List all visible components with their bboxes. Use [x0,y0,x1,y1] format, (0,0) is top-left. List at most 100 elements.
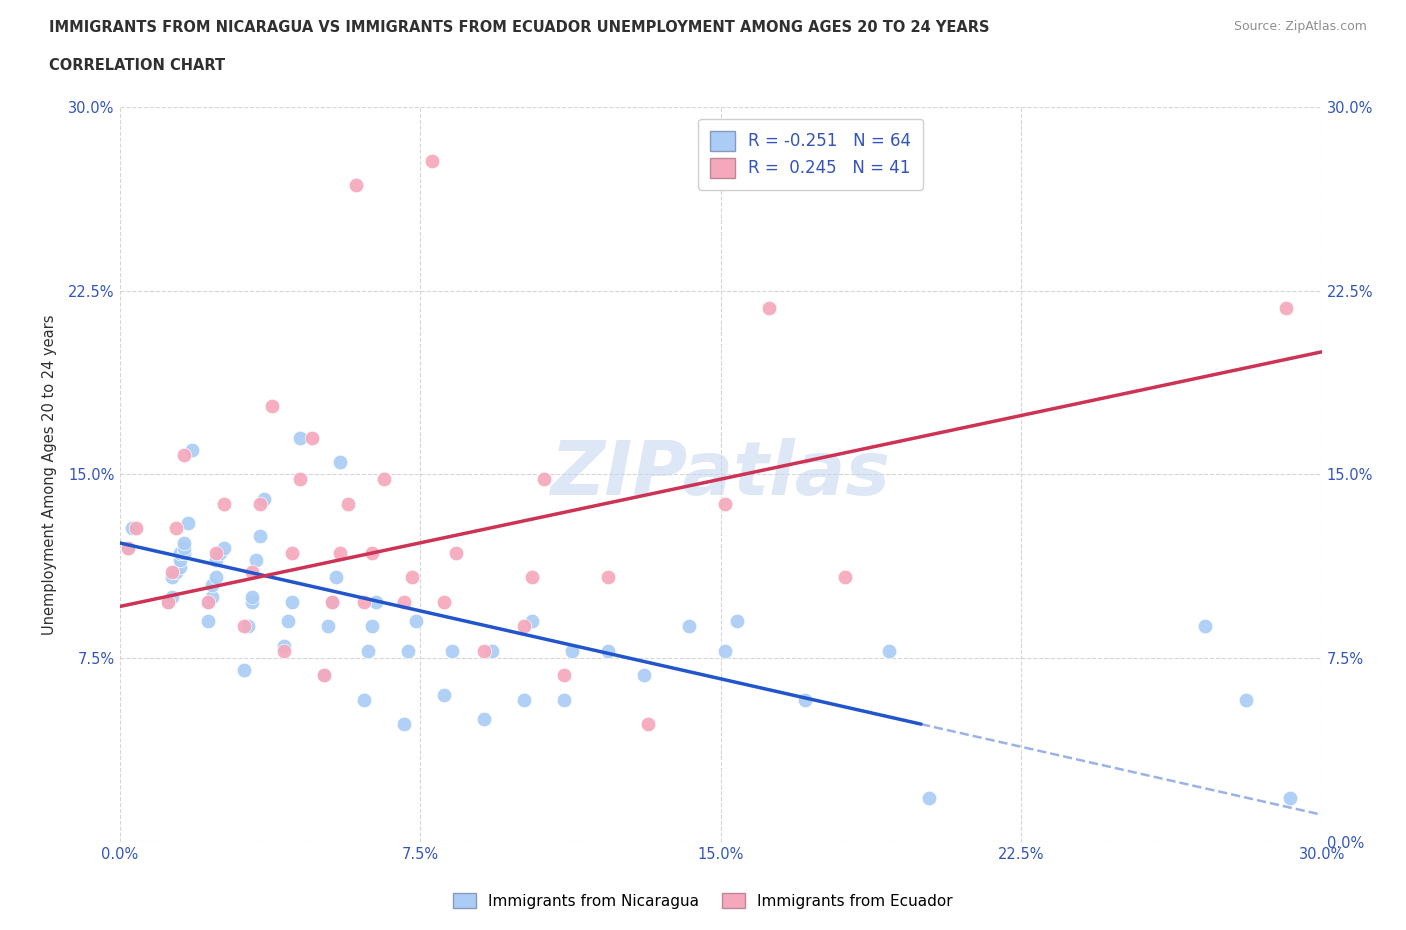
Point [208,545,231,560]
Point [396,644,419,658]
Point [245,552,267,567]
Point [357,644,380,658]
Point [176,516,198,531]
Point [353,594,375,609]
Point [277,614,299,629]
Point [169,545,191,560]
Point [513,692,536,707]
Point [273,644,295,658]
Point [598,570,620,585]
Point [401,570,423,585]
Point [281,594,304,609]
Point [472,711,495,726]
Point [249,497,271,512]
Point [1234,692,1257,707]
Point [522,614,544,629]
Point [373,472,395,486]
Point [758,300,780,315]
Point [169,560,191,575]
Text: CORRELATION CHART: CORRELATION CHART [49,58,225,73]
Point [329,455,352,470]
Point [444,545,467,560]
Point [180,443,202,458]
Point [173,536,195,551]
Point [232,618,254,633]
Point [392,594,415,609]
Point [117,540,139,555]
Point [420,153,443,168]
Point [877,644,900,658]
Point [918,790,941,805]
Point [405,614,427,629]
Point [513,618,536,633]
Point [212,540,235,555]
Point [249,528,271,543]
Point [713,644,735,658]
Point [725,614,748,629]
Point [1274,300,1296,315]
Point [260,398,283,413]
Point [197,614,219,629]
Point [160,570,183,585]
Point [325,570,347,585]
Point [713,497,735,512]
Point [353,692,375,707]
Point [481,644,503,658]
Point [433,594,456,609]
Point [160,590,183,604]
Point [312,668,335,683]
Point [678,618,700,633]
Point [336,497,359,512]
Point [165,521,187,536]
Point [433,687,456,702]
Point [240,594,263,609]
Y-axis label: Unemployment Among Ages 20 to 24 years: Unemployment Among Ages 20 to 24 years [42,314,58,634]
Point [312,668,335,683]
Point [201,590,224,604]
Point [197,594,219,609]
Point [204,570,226,585]
Point [173,540,195,555]
Point [441,644,464,658]
Point [288,430,311,445]
Point [633,668,655,683]
Point [212,497,235,512]
Point [273,638,295,653]
Text: Source: ZipAtlas.com: Source: ZipAtlas.com [1233,20,1367,33]
Point [472,644,495,658]
Point [165,565,187,579]
Point [160,565,183,579]
Point [253,491,276,506]
Point [321,594,343,609]
Point [301,430,323,445]
Point [522,570,544,585]
Point [321,594,343,609]
Point [533,472,555,486]
Point [121,521,143,536]
Point [598,644,620,658]
Point [240,590,263,604]
Point [173,447,195,462]
Point [553,668,575,683]
Point [156,594,179,609]
Point [553,692,575,707]
Point [124,521,146,536]
Legend: R = -0.251   N = 64, R =  0.245   N = 41: R = -0.251 N = 64, R = 0.245 N = 41 [699,119,924,190]
Point [793,692,815,707]
Point [117,540,139,555]
Point [364,594,387,609]
Point [281,545,304,560]
Point [361,618,384,633]
Legend: Immigrants from Nicaragua, Immigrants from Ecuador: Immigrants from Nicaragua, Immigrants fr… [447,886,959,915]
Point [240,565,263,579]
Point [361,545,384,560]
Point [197,594,219,609]
Point [1194,618,1216,633]
Point [204,552,226,567]
Point [637,717,659,732]
Point [392,717,415,732]
Point [1278,790,1301,805]
Point [204,545,226,560]
Point [201,577,224,592]
Text: ZIPatlas: ZIPatlas [551,438,890,511]
